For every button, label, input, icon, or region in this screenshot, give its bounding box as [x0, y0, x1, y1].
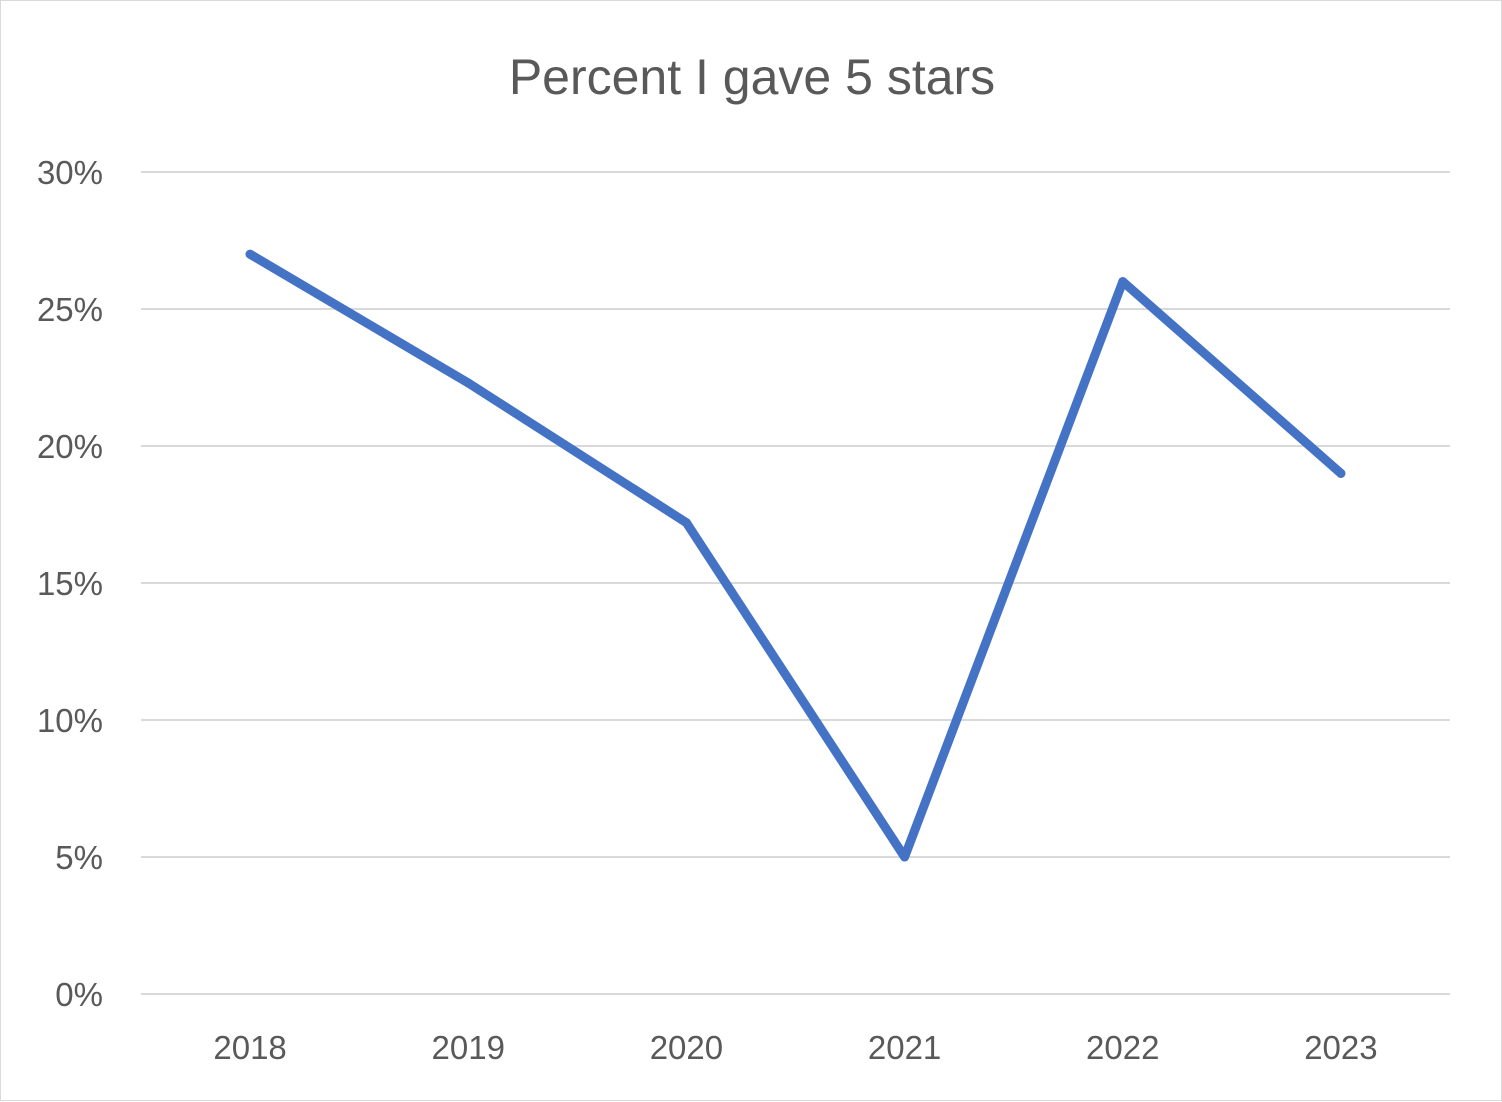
series-layer [245, 249, 1346, 862]
data-point [1118, 277, 1128, 287]
series-line [245, 249, 1346, 862]
x-tick-label: 2021 [868, 1029, 941, 1066]
y-tick-label: 5% [55, 839, 103, 876]
x-tick-label: 2018 [213, 1029, 286, 1066]
x-tick-label: 2020 [650, 1029, 723, 1066]
y-tick-label: 15% [37, 565, 103, 602]
y-tick-label: 25% [37, 291, 103, 328]
y-tick-label: 20% [37, 428, 103, 465]
y-tick-label: 30% [37, 154, 103, 191]
y-tick-label: 0% [55, 976, 103, 1013]
data-point [681, 518, 691, 528]
data-point [1336, 468, 1346, 478]
x-tick-label: 2023 [1304, 1029, 1377, 1066]
gridlines [141, 171, 1450, 995]
x-axis-tick-labels: 2018 2019 2020 2021 2022 2023 [213, 1029, 1377, 1066]
chart-title: Percent I gave 5 stars [508, 49, 996, 105]
x-tick-label: 2022 [1086, 1029, 1159, 1066]
data-point [463, 378, 473, 388]
data-point [245, 249, 255, 259]
y-tick-label: 10% [37, 702, 103, 739]
data-point [900, 852, 910, 862]
y-axis-tick-labels: 0% 5% 10% 15% 20% 25% 30% [37, 154, 103, 1013]
x-tick-label: 2019 [432, 1029, 505, 1066]
